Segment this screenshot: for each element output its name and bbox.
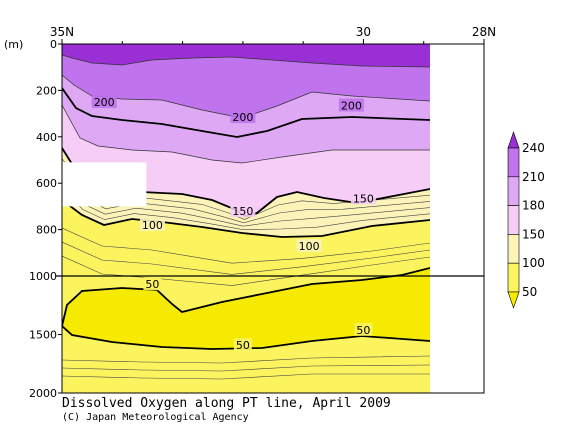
contour-label-bg — [350, 191, 376, 205]
colorbar-segment — [507, 205, 520, 235]
contour-label: 150 — [232, 205, 253, 218]
colorbar-label: 210 — [522, 170, 545, 184]
contour-label: 200 — [232, 111, 253, 124]
y-unit-label: (m) — [4, 38, 23, 51]
chart-overlays — [62, 162, 147, 207]
y-tick-label: 400 — [36, 131, 57, 144]
contour-line-minor — [62, 255, 430, 286]
contour-line-minor — [62, 189, 430, 230]
fill-band-240-up — [62, 44, 430, 67]
contour-line-minor — [62, 364, 430, 372]
contour-label-bg — [296, 238, 322, 252]
colorbar-segment — [507, 147, 520, 178]
contour-label-bg — [91, 95, 117, 108]
contour-fills — [62, 44, 430, 393]
contour-label-bg — [354, 322, 373, 336]
contour-line-200 — [62, 87, 430, 138]
colorbar-label: 100 — [522, 256, 545, 270]
plot-frame — [61, 43, 485, 394]
y-tick-label: 2000 — [29, 387, 57, 400]
y-tick-label: 200 — [36, 84, 57, 97]
colorbar-label: 50 — [522, 285, 537, 299]
contour-label: 100 — [299, 240, 320, 253]
fill-band-0-50 — [62, 268, 430, 349]
y-tick-label: 1500 — [29, 329, 57, 342]
colorbar-segment — [507, 176, 520, 206]
contour-label: 50 — [236, 339, 250, 352]
x-tick-label: 30 — [356, 25, 371, 39]
x-tick-label: 28N — [472, 25, 496, 39]
colorbar-label: 180 — [522, 199, 545, 213]
contour-line-minor — [62, 373, 430, 380]
credit-line: (C) Japan Meteorological Agency — [62, 412, 249, 423]
colorbar: 240 210 180 150 100 50 — [507, 131, 545, 309]
contour-label: 100 — [142, 219, 163, 232]
colorbar-label: 150 — [522, 227, 545, 241]
contour-label-bg — [338, 98, 364, 112]
contour-line-minor — [62, 227, 430, 264]
contour-line-50 — [62, 325, 430, 350]
contour-line-210 — [62, 74, 430, 119]
contour-line-100 — [62, 199, 430, 238]
contour-label-bg — [230, 110, 256, 124]
colorbar-segment — [507, 234, 520, 264]
contour-label: 150 — [353, 192, 374, 205]
colorbar-segment — [507, 291, 520, 309]
contour-label: 200 — [341, 99, 362, 112]
contour-label-bg — [230, 204, 256, 218]
x-tick-label: 35N — [50, 25, 74, 39]
contour-line-50 — [62, 267, 430, 327]
y-tick-label: 0 — [50, 38, 57, 51]
colorbar-label: 240 — [522, 141, 545, 155]
contour-label-bg — [143, 277, 162, 291]
contour-label: 50 — [145, 278, 159, 291]
contour-line-minor — [62, 241, 430, 275]
y-tick-label: 800 — [36, 224, 57, 237]
y-tick-label: 1000 — [29, 270, 57, 283]
y-tick-label: 600 — [36, 177, 57, 190]
chart-axes: 35N 30 28N 0 200 400 600 800 1000 1500 2000 (m) — [4, 25, 496, 400]
colorbar-segment — [507, 131, 520, 149]
contour-label-bg — [233, 338, 252, 352]
contour-line-minor — [62, 355, 430, 364]
contour-label: 200 — [94, 96, 115, 109]
masked-region — [62, 162, 147, 207]
chart-title: Dissolved Oxygen along PT line, April 20… — [62, 396, 391, 411]
contour-label: 50 — [356, 324, 370, 337]
contour-line-240 — [62, 54, 430, 68]
contour-labels: 200 200 200 150 150 100 100 50 50 50 — [91, 95, 376, 352]
contour-line-minor — [62, 179, 430, 227]
contour-line-180 — [62, 104, 430, 164]
colorbar-segment — [507, 262, 520, 293]
contour-label-bg — [139, 217, 165, 231]
